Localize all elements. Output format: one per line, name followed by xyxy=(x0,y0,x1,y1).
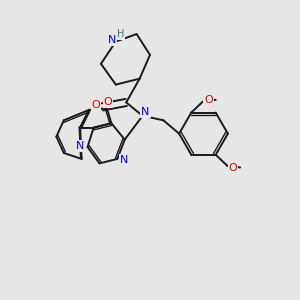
Text: H: H xyxy=(117,29,124,39)
Text: O: O xyxy=(229,163,237,172)
Text: N: N xyxy=(108,35,116,45)
Text: O: O xyxy=(204,95,213,105)
Text: O: O xyxy=(92,100,100,110)
Text: N: N xyxy=(141,107,150,117)
Text: O: O xyxy=(104,97,112,107)
Text: N: N xyxy=(76,141,84,151)
Text: N: N xyxy=(120,154,128,164)
